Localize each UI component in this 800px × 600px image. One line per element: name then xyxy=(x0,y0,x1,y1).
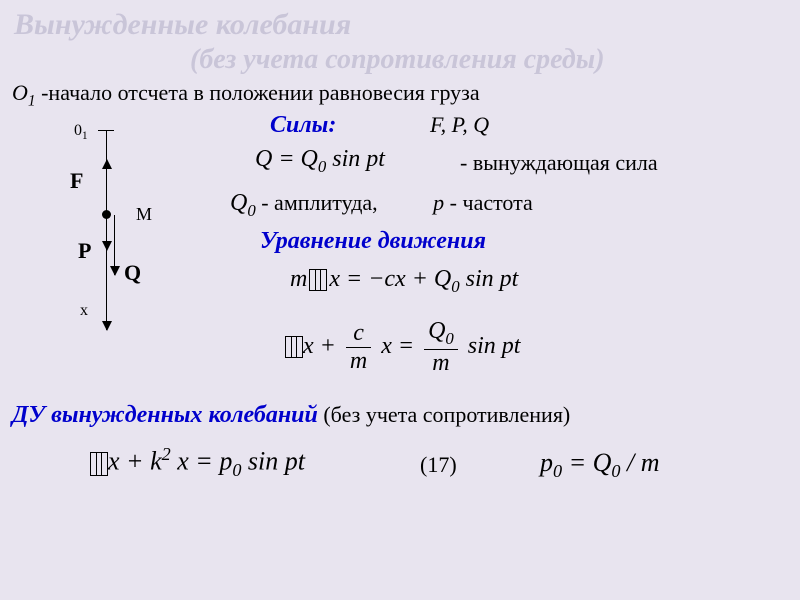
origin-tick xyxy=(98,130,114,131)
arrow-f xyxy=(106,160,107,214)
q-label: Q xyxy=(124,260,141,286)
du-heading-rest: (без учета сопротивления) xyxy=(318,402,570,427)
force-diagram: 01 F M P Q x xyxy=(50,130,190,350)
amplitude-line: Q0 - амплитуда, p - частота xyxy=(230,190,533,221)
box-icon xyxy=(285,336,303,358)
origin-symbol: O1 xyxy=(12,80,36,105)
o1-label: 01 xyxy=(74,122,88,142)
origin-line: O1 -начало отсчета в положении равновеси… xyxy=(0,76,800,110)
forces-heading: Силы: xyxy=(270,112,336,139)
forces-list: F, P, Q xyxy=(430,112,489,138)
eq-forcing-force: Q = Q0 sin pt xyxy=(255,146,385,177)
du-heading-blue: ДУ вынужденных колебаний xyxy=(12,402,318,428)
forcing-label: - вынуждающая сила xyxy=(460,150,658,176)
arrow-p xyxy=(106,215,107,250)
equation-p0: p0 = Q0 / m xyxy=(540,448,660,482)
origin-text: -начало отсчета в положении равновесия г… xyxy=(36,80,480,105)
equation-1: mx = −cx + Q0 sin pt xyxy=(290,266,518,297)
arrow-q xyxy=(114,215,115,275)
box-icon xyxy=(90,452,108,476)
equation-3: x + k2 x = p0 sin pt xyxy=(90,444,305,481)
x-label: x xyxy=(80,302,88,320)
m-label: M xyxy=(136,204,152,225)
equation-2: x + c m x = Q0 m sin pt xyxy=(285,318,520,377)
fraction: Q0 m xyxy=(424,318,458,377)
title-sub: (без учета сопротивления среды) xyxy=(0,42,800,76)
equation-3-number: (17) xyxy=(420,452,457,478)
du-heading: ДУ вынужденных колебаний (без учета сопр… xyxy=(12,402,570,429)
p-label: P xyxy=(78,238,91,264)
box-icon xyxy=(309,269,327,291)
title-main: Вынужденные колебания xyxy=(0,0,800,42)
eq-motion-heading: Уравнение движения xyxy=(260,228,486,255)
f-label: F xyxy=(70,168,83,194)
fraction: c m xyxy=(346,320,371,375)
